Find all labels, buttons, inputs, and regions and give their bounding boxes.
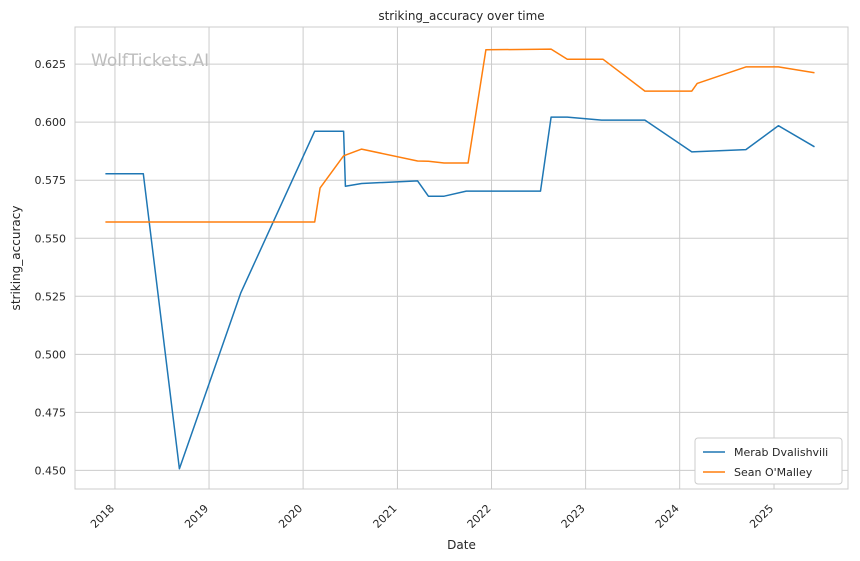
gridlines — [75, 27, 848, 489]
y-tick-label: 0.525 — [35, 290, 67, 303]
x-tick-label: 2020 — [276, 502, 305, 531]
y-tick-label: 0.475 — [35, 406, 67, 419]
chart-title: striking_accuracy over time — [378, 9, 544, 23]
y-tick-label: 0.575 — [35, 174, 67, 187]
legend-box — [694, 437, 843, 485]
legend-label-omalley: Sean O'Malley — [734, 466, 813, 479]
series-line-merab — [105, 116, 815, 470]
x-tick-label: 2019 — [182, 502, 211, 531]
y-tick-labels: 0.450 0.475 0.500 0.525 0.550 0.575 0.600 0.625 — [35, 58, 67, 477]
watermark: WolfTickets.AI — [91, 51, 209, 71]
legend-label-merab: Merab Dvalishvili — [734, 446, 828, 459]
y-tick-label: 0.550 — [35, 232, 67, 245]
y-tick-label: 0.625 — [35, 58, 67, 71]
x-tick-label: 2022 — [465, 502, 494, 531]
x-tick-label: 2018 — [88, 502, 117, 531]
x-tick-label: 2025 — [747, 502, 776, 531]
y-tick-label: 0.450 — [35, 464, 67, 477]
y-tick-label: 0.600 — [35, 116, 67, 129]
y-axis-label: striking_accuracy — [9, 206, 23, 311]
x-tick-labels: 2018 2019 2020 2021 2022 2023 2024 2025 — [88, 502, 776, 531]
x-axis-label: Date — [447, 538, 476, 552]
x-tick-label: 2021 — [371, 502, 400, 531]
y-tick-label: 0.500 — [35, 348, 67, 361]
plot-background — [75, 27, 848, 489]
series-layer — [105, 48, 815, 470]
plot-frame — [74, 26, 849, 490]
legend: Merab Dvalishvili Sean O'Malley — [694, 437, 843, 485]
x-tick-label: 2024 — [653, 502, 682, 531]
series-line-omalley — [105, 48, 815, 223]
x-tick-label: 2023 — [559, 502, 588, 531]
